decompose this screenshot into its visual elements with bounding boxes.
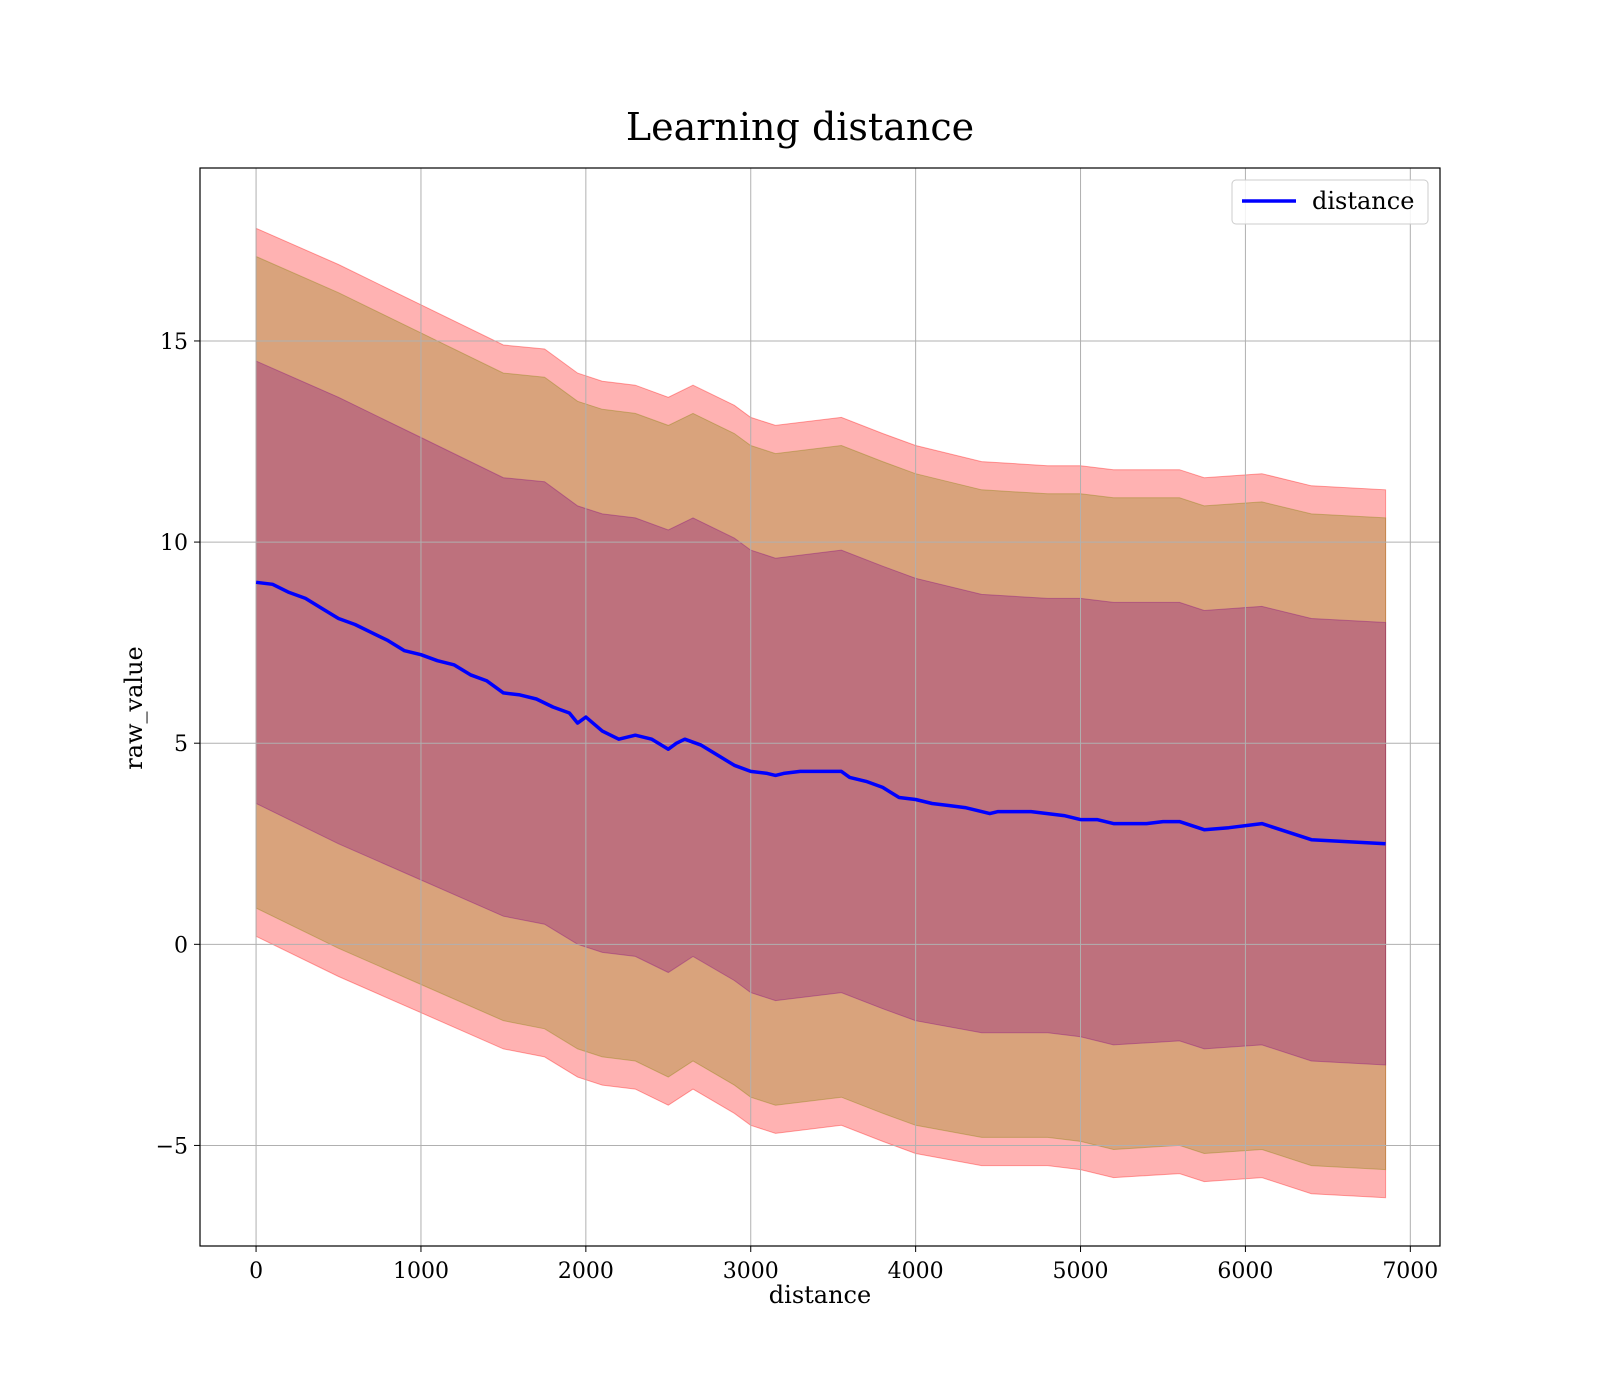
x-tick-label: 0 xyxy=(249,1259,263,1284)
grid xyxy=(200,168,1440,1246)
y-tick-label: 5 xyxy=(174,732,188,757)
y-tick-label: 0 xyxy=(174,933,188,958)
legend-label-distance: distance xyxy=(1312,187,1414,215)
y-tick-label: −5 xyxy=(156,1134,188,1159)
confidence-bands xyxy=(255,227,1387,1199)
y-tick-label: 10 xyxy=(160,531,188,556)
series-line-distance xyxy=(255,580,1386,846)
x-tick-label: 2000 xyxy=(558,1259,614,1284)
series-line-group xyxy=(255,580,1386,846)
y-axis-label: raw_value xyxy=(120,646,148,770)
legend: distance xyxy=(1231,179,1429,225)
x-tick-label: 7000 xyxy=(1382,1259,1438,1284)
x-axis-label: distance xyxy=(769,1281,871,1309)
x-tick-label: 1000 xyxy=(393,1259,449,1284)
x-tick-label: 6000 xyxy=(1217,1259,1273,1284)
y-tick-label: 15 xyxy=(160,330,188,355)
x-tick-label: 5000 xyxy=(1053,1259,1109,1284)
legend-box xyxy=(1231,179,1429,225)
x-tick-label: 3000 xyxy=(723,1259,779,1284)
chart-title: Learning distance xyxy=(626,105,974,149)
band-outer xyxy=(255,227,1387,1199)
y-axis-ticks: −5 0 5 10 15 xyxy=(156,330,200,1159)
plot-frame xyxy=(199,167,1441,1247)
x-tick-label: 4000 xyxy=(888,1259,944,1284)
band-inner xyxy=(255,360,1387,1066)
band-middle xyxy=(255,255,1387,1171)
x-axis-ticks: 0 1000 2000 3000 4000 5000 6000 7000 xyxy=(249,1246,1438,1284)
